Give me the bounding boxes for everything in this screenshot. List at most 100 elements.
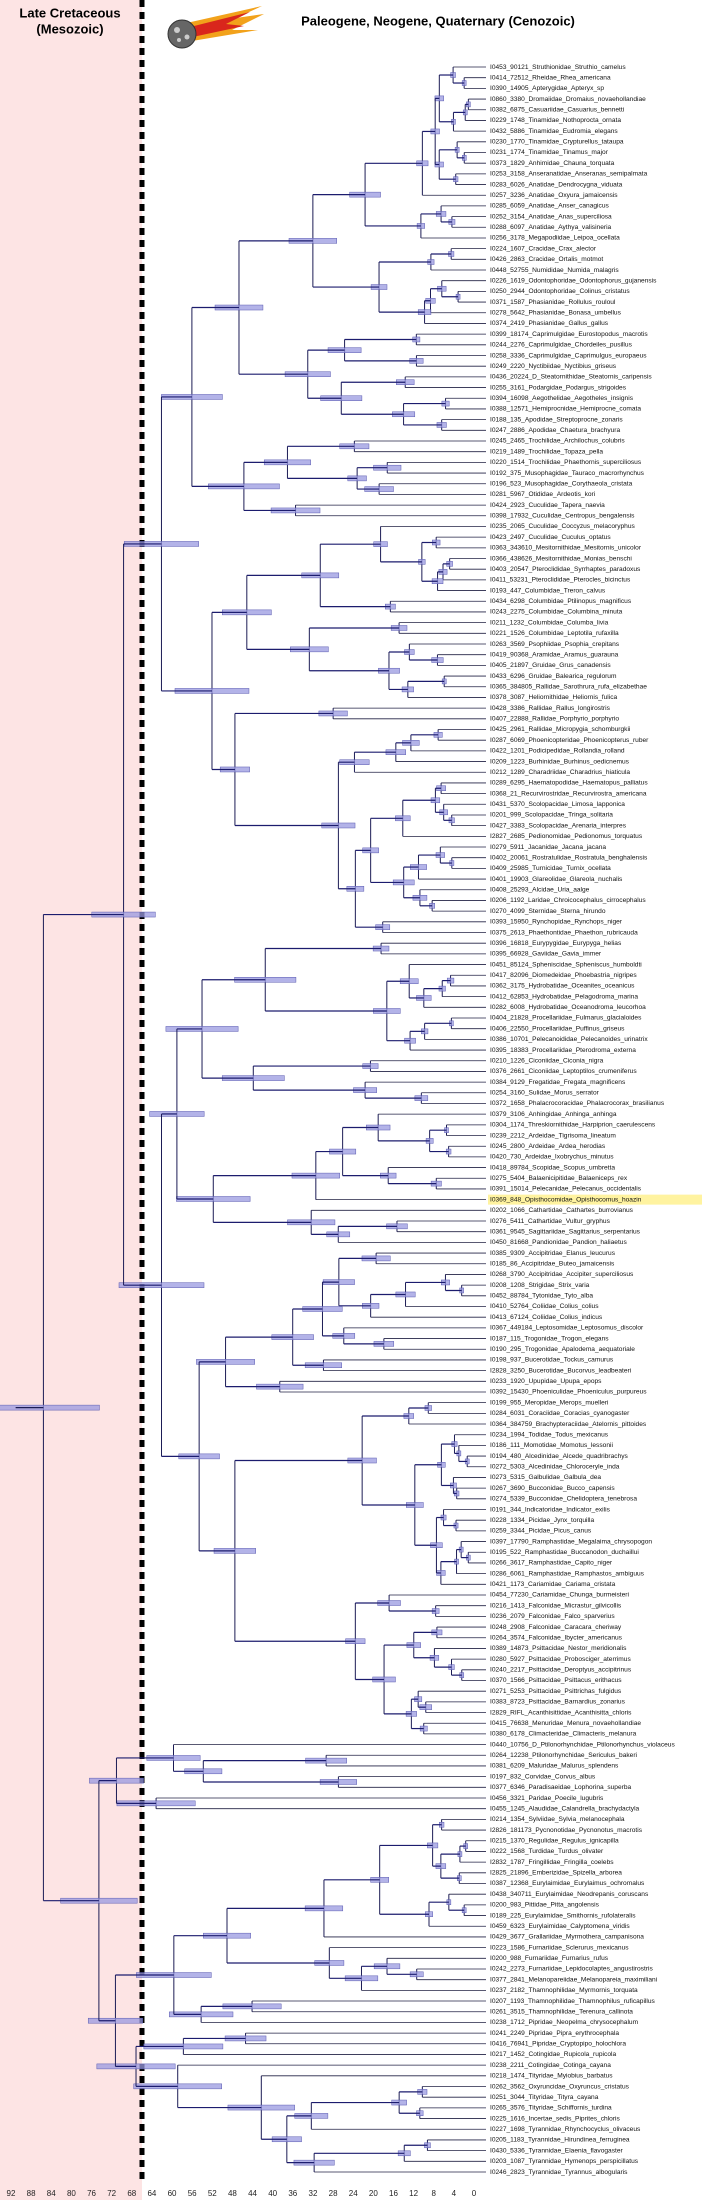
tip-label: I0211_1232_Columbidae_Columba_livia <box>490 619 609 626</box>
tip-label: I0263_3569_Psophiidae_Psophia_crepitans <box>490 641 620 648</box>
tip-label: I0275_5404_Balaenicipitidae_Balaeniceps_… <box>490 1175 628 1182</box>
tip-label: I0271_5253_Psittacidae_Psittrichas_fulgi… <box>490 1688 622 1695</box>
tip-label: I0199_955_Meropidae_Merops_muelleri <box>490 1399 609 1406</box>
tip-label: I0377_6346_Paradisaeidae_Lophorina_super… <box>490 1784 631 1791</box>
tip-label: I0281_5967_Otididae_Ardeotis_kori <box>490 491 596 498</box>
axis-tick-label: 76 <box>87 2189 96 2198</box>
tip-label: I2829_RIFL_Acanthisittidae_Acanthisitta_… <box>490 1709 632 1716</box>
tip-label: I0265_3576_Tityridae_Schiffornis_turdina <box>490 2105 612 2112</box>
tip-label: I0262_3562_Oxyruncidae_Oxyruncus_cristat… <box>490 2083 630 2090</box>
tip-label: I0185_86_Accipitridae_Buteo_jamaicensis <box>490 1261 615 1268</box>
era-title-right: Paleogene, Neogene, Quaternary (Cenozoic… <box>301 13 575 28</box>
tip-label: I0186_111_Momotidae_Momotus_lessonii <box>490 1442 613 1449</box>
tip-label: I0415_76638_Menuridae_Menura_novaehollan… <box>490 1720 641 1727</box>
tip-label: I0426_2863_Cracidae_Ortalis_motmot <box>490 256 603 263</box>
tip-label: I0366_438626_Mesitornithidae_Monias_bens… <box>490 555 632 562</box>
tree-branches <box>0 66 486 2173</box>
tip-label: I0190_295_Trogonidae_Apalodema_aequatori… <box>490 1346 635 1353</box>
tip-label: I0255_3161_Podargidae_Podargus_strigoide… <box>490 384 627 391</box>
tip-label: I0411_53231_Pteroclididae_Pterocles_bici… <box>490 577 631 584</box>
axis-tick-label: 60 <box>168 2189 177 2198</box>
tip-label: I0223_1586_Furnariidae_Sclerurus_mexican… <box>490 1944 629 1951</box>
tip-label: I0195_522_Ramphastidae_Buccanodon_duchai… <box>490 1549 639 1556</box>
tip-label: I0408_25293_Alcidae_Uria_aalge <box>490 887 590 894</box>
tip-label: I0451_85124_Spheniscidae_Spheniscus_humb… <box>490 961 642 968</box>
tip-label: I0402_20061_Rostratulidae_Rostratula_ben… <box>490 854 648 861</box>
tip-label: I0203_1087_Tyrannidae_Hymenops_perspicil… <box>490 2158 639 2165</box>
tip-label: I0436_20224_D_Steatornithidae_Steatornis… <box>490 374 652 381</box>
tip-label: I0254_3160_Sulidae_Morus_serrator <box>490 1090 600 1097</box>
tip-label: I0386_10701_Pelecanoididae_Pelecanoides_… <box>490 1036 648 1043</box>
tip-label: I0210_1226_Ciconiidae_Ciconia_nigra <box>490 1057 604 1064</box>
tip-label: I0413_67124_Coliidae_Colius_indicus <box>490 1314 603 1321</box>
tip-label: I0221_1526_Columbidae_Leptotila_rufaxill… <box>490 630 619 637</box>
tip-labels: I0453_90121_Struthionidae_Struthio_camel… <box>488 64 702 2176</box>
tip-label: I0432_5886_Tinamidae_Eudromia_elegans <box>490 128 618 135</box>
tip-label: I0394_16098_Aegothelidae_Aegotheles_insi… <box>490 395 634 402</box>
tip-label: I0220_1514_Trochilidae_Phaethornis_super… <box>490 459 642 466</box>
tip-label: I0419_90368_Aramidae_Aramus_guarauna <box>490 651 619 658</box>
tip-label: I0270_4099_Sternidae_Sterna_hirundo <box>490 908 606 915</box>
axis-tick-label: 84 <box>47 2189 56 2198</box>
tip-label: I0189_225_Eurylaimidae_Smithornis_rufola… <box>490 1912 636 1919</box>
tip-label: I0370_1566_Psittacidae_Psittacus_erithac… <box>490 1677 622 1684</box>
tip-label: I0225_1616_Incertae_sedis_Piprites_chlor… <box>490 2115 620 2122</box>
tip-label: I0231_1774_Tinamidae_Tinamus_major <box>490 149 609 156</box>
tip-label: I0380_6178_Climacteridae_Climacteris_mel… <box>490 1731 637 1738</box>
tip-label: I0273_5315_Galbulidae_Galbula_dea <box>490 1474 601 1481</box>
tip-label: I0391_15014_Pelecanidae_Pelecanus_occide… <box>490 1186 642 1193</box>
axis-tick-label: 88 <box>27 2189 36 2198</box>
tip-label: I0253_3158_Anseranatidae_Anseranas_semip… <box>490 171 648 178</box>
tip-label: I0264_12238_Ptilonorhynchidae_Sericulus_… <box>490 1752 638 1759</box>
tip-label: I0416_76941_Pipridae_Cryptopipo_holochlo… <box>490 2041 626 2048</box>
tip-label: I0417_82096_Diomedeidae_Phoebastria_nigr… <box>490 972 637 979</box>
tip-label: I0288_6097_Anatidae_Aythya_valisineria <box>490 224 612 231</box>
tip-label: I0420_730_Ardeidae_Ixobrychus_minutus <box>490 1154 614 1161</box>
tip-label: I0196_523_Musophagidae_Corythaeola_crist… <box>490 480 633 487</box>
tip-label: I2826_181173_Pycnonotidae_Pycnonotus_mac… <box>490 1827 643 1834</box>
tip-label: I0278_5642_Phasianidae_Bonasa_umbellus <box>490 310 622 317</box>
tip-label: I0389_14873_Psittacidae_Nestor_meridiona… <box>490 1645 627 1652</box>
tip-label: I2828_3250_Bucerotidae_Bucorvus_leadbeat… <box>490 1367 632 1374</box>
tip-label: I0418_89784_Scopidae_Scopus_umbretta <box>490 1164 615 1171</box>
tip-label: I0267_3690_Bucconidae_Bucco_capensis <box>490 1485 615 1492</box>
tip-label: I0374_2419_Phasianidae_Gallus_gallus <box>490 320 609 327</box>
tip-label: I0429_3677_Grallariidae_Myrmothera_campa… <box>490 1934 644 1941</box>
tip-label: I0256_3178_Megapodiidae_Leipoa_ocellata <box>490 235 620 242</box>
tip-label: I0412_62853_Hydrobatidae_Pelagodroma_mar… <box>490 993 638 1000</box>
tip-label: I0244_2276_Caprimulgidae_Chordeiles_pusi… <box>490 342 633 349</box>
tip-label: I0227_1698_Tyrannidae_Rhynchocyclus_oliv… <box>490 2126 641 2133</box>
tip-label: I0289_6295_Haematopodidae_Haematopus_pal… <box>490 780 648 787</box>
axis-tick-label: 16 <box>389 2189 398 2198</box>
tip-label: I0434_6298_Columbidae_Ptilinopus_magnifi… <box>490 598 632 605</box>
tip-label: I0230_1770_Tinamidae_Crypturellus_tataup… <box>490 139 624 146</box>
axis-tick-label: 92 <box>7 2189 16 2198</box>
tip-label: I0276_5411_Cathartidae_Vultur_gryphus <box>490 1218 611 1225</box>
tip-label: I0268_3790_Accipitridae_Accipiter_superc… <box>490 1271 634 1278</box>
tip-label: I0363_343610_Mesitornithidae_Mesitornis_… <box>490 545 642 552</box>
tip-label: I0197_832_Corvidae_Corvus_albus <box>490 1773 596 1780</box>
tip-label: I0238_1712_Pipridae_Neopelma_chrysocepha… <box>490 2019 639 2026</box>
tip-label: I0452_88784_Tytonidae_Tyto_alba <box>490 1293 593 1300</box>
tip-label: I0410_52764_Coliidae_Colius_colius <box>490 1303 599 1310</box>
tip-label: I0372_1658_Phalacrocoracidae_Phalacrocor… <box>490 1100 665 1107</box>
tip-label: I0381_6209_Maluridae_Malurus_splendens <box>490 1763 619 1770</box>
tip-label: I0236_2079_Falconidae_Falco_sparverius <box>490 1613 615 1620</box>
tip-label: I0399_18174_Caprimulgidae_Eurostopodus_m… <box>490 331 648 338</box>
tip-label: I0382_6875_Casuariidae_Casuarius_bennett… <box>490 106 625 113</box>
tip-label: I0379_3106_Anhingidae_Anhinga_anhinga <box>490 1111 617 1118</box>
tip-label: I0392_15430_Phoeniculidae_Phoeniculus_pu… <box>490 1389 647 1396</box>
tip-label: I0368_21_Recurvirostridae_Recurvirostra_… <box>490 790 647 797</box>
tip-label: I0384_9129_Fregatidae_Fregata_magnificen… <box>490 1079 626 1086</box>
tip-label: I0240_2217_Psittacidae_Deroptyus_accipit… <box>490 1667 632 1674</box>
tip-label: I0280_5927_Psittacidae_Probosciger_aterr… <box>490 1656 631 1663</box>
tip-label: I0257_3236_Anatidae_Oxyura_jamaicensis <box>490 192 618 199</box>
tip-label: I0407_22888_Rallidae_Porphyrio_porphyrio <box>490 716 619 723</box>
tip-label: I0191_344_Indicatoridae_Indicator_exilis <box>490 1506 611 1513</box>
axis-tick-label: 40 <box>268 2189 277 2198</box>
tip-label: I0422_1201_Podicipedidae_Rollandia_rolla… <box>490 748 625 755</box>
tip-label: I0198_937_Bucerotidae_Tockus_camurus <box>490 1357 614 1364</box>
tip-label: I0249_2220_Nyctibiidae_Nyctibius_griseus <box>490 363 617 370</box>
tip-label: I2825_21896_Emberizidae_Spizella_arborea <box>490 1870 622 1877</box>
